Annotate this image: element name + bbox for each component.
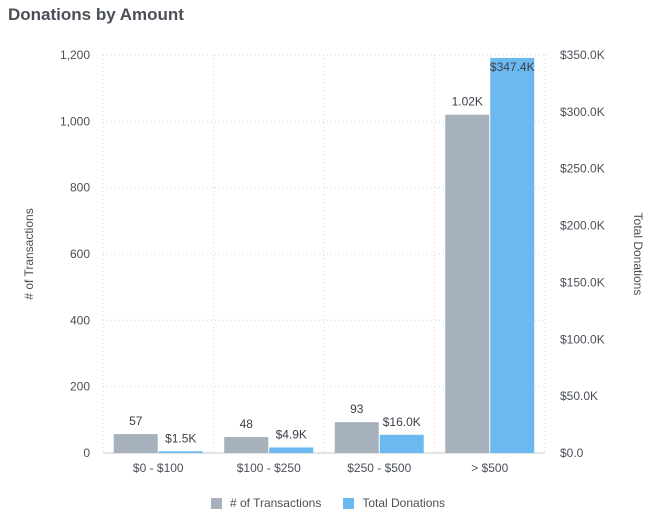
bar-total-donations — [158, 451, 203, 453]
bar-total-donations — [490, 57, 535, 453]
y-tick-label-right: $0.0 — [560, 446, 584, 460]
x-tick-label: $0 - $100 — [133, 461, 184, 475]
data-label: 48 — [240, 417, 254, 431]
x-tick-label: $100 - $250 — [237, 461, 301, 475]
data-label: $1.5K — [165, 431, 196, 445]
bar-total-donations — [269, 447, 314, 453]
chart-legend: # of Transactions Total Donations — [0, 496, 656, 510]
bar-transactions — [445, 114, 490, 453]
y-tick-label-left: 0 — [83, 446, 90, 460]
y-tick-label-right: $300.0K — [560, 105, 605, 119]
y-axis-title-left: # of Transactions — [22, 208, 36, 299]
chart-title: Donations by Amount — [8, 5, 184, 24]
y-tick-label-right: $200.0K — [560, 219, 605, 233]
bar-transactions — [224, 437, 269, 453]
x-tick-label: $250 - $500 — [347, 461, 411, 475]
data-label: 57 — [129, 414, 143, 428]
data-label: 93 — [350, 402, 364, 416]
y-tick-label-right: $250.0K — [560, 162, 605, 176]
y-tick-label-left: 800 — [70, 181, 90, 195]
y-tick-label-left: 1,200 — [60, 48, 90, 62]
bar-chart: 0 200 400 600 800 1,000 1,200 $0.0 $50.0K $100.0K… — [22, 48, 645, 475]
y-tick-label-left: 600 — [70, 247, 90, 261]
data-label: $347.4K — [490, 60, 535, 74]
legend-label-transactions: # of Transactions — [229, 496, 322, 510]
y-tick-label-right: $100.0K — [560, 332, 605, 346]
bar-total-donations — [379, 434, 424, 453]
bar-transactions — [113, 434, 158, 453]
data-label: $16.0K — [383, 415, 421, 429]
legend-swatch-transactions — [210, 497, 222, 509]
y-axis-title-right: Total Donations — [631, 213, 645, 296]
y-tick-label-right: $150.0K — [560, 275, 605, 289]
legend-swatch-total-donations — [343, 497, 355, 509]
data-label: $4.9K — [276, 427, 307, 441]
y-tick-label-left: 400 — [70, 313, 90, 327]
bar-transactions — [334, 422, 379, 453]
x-tick-label: > $500 — [471, 461, 508, 475]
y-tick-label-left: 1,000 — [60, 114, 90, 128]
legend-item-total-donations[interactable]: Total Donations — [343, 496, 445, 510]
y-tick-label-left: 200 — [70, 380, 90, 394]
y-tick-label-right: $350.0K — [560, 48, 605, 62]
data-label: 1.02K — [452, 95, 483, 109]
y-tick-label-right: $50.0K — [560, 389, 598, 403]
legend-item-transactions[interactable]: # of Transactions — [210, 496, 322, 510]
legend-label-total-donations: Total Donations — [362, 496, 446, 510]
